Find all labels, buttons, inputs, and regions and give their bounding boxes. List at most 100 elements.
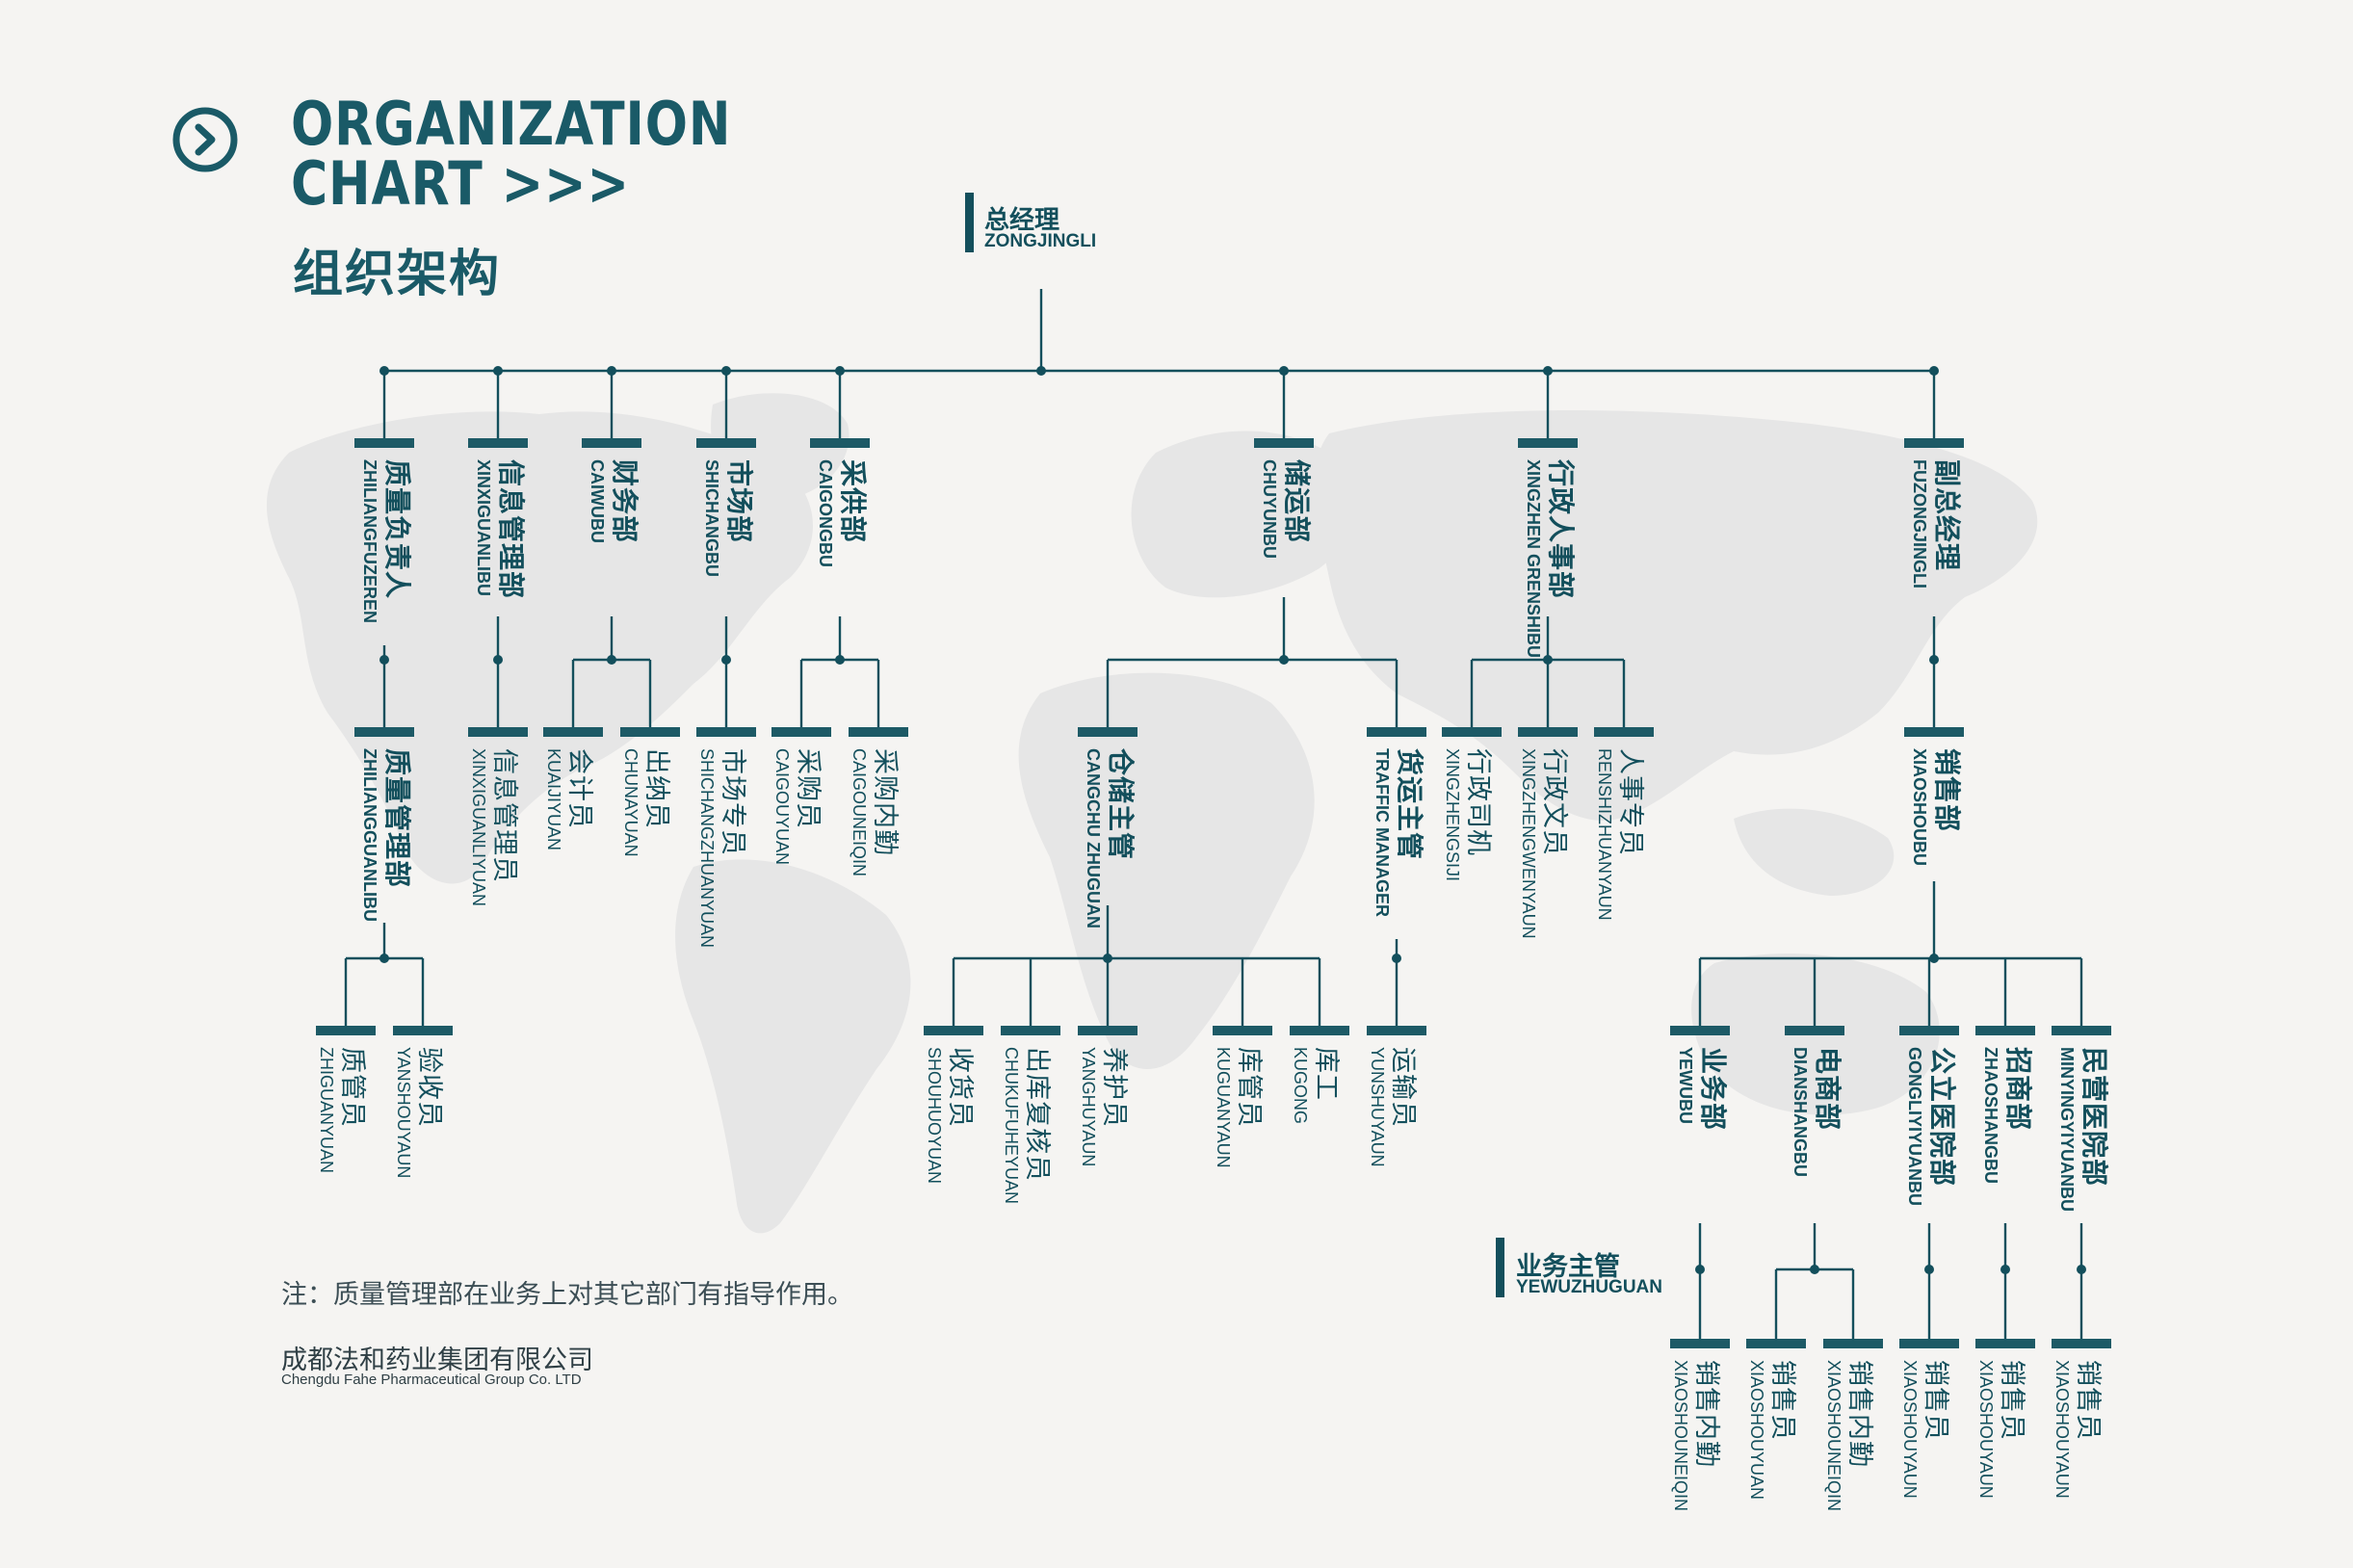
node-label: 养护员 YANGHUYAUN [1078, 1047, 1136, 1166]
node-label-en: XINXIGUANLIYUAN [469, 748, 488, 907]
south-america-shape [675, 859, 911, 1234]
greenland-shape [711, 393, 850, 501]
node-label-en: XINGZHENGWENYAUN [1519, 748, 1538, 939]
node-label-cn: 人事专员 [1616, 748, 1645, 856]
node-label-cn: 会计员 [565, 748, 594, 829]
node-bar [1078, 1026, 1137, 1035]
title-line-1: ORGANIZATION [291, 89, 732, 159]
node-bar [1442, 727, 1502, 737]
node-bar [1899, 1026, 1959, 1035]
node-bar [696, 727, 756, 737]
node-label-en: CAIWUBU [588, 459, 607, 543]
node-label: 库管员 KUGUANYAUN [1213, 1047, 1270, 1168]
node-label-cn: 销售内勤 [1845, 1360, 1874, 1468]
node-label-en: CHUYUNBU [1260, 459, 1279, 559]
title-line-2: CHART >>> [291, 148, 631, 219]
node-bar [2052, 1026, 2111, 1035]
node-label-cn: 行政人事部 [1546, 459, 1576, 600]
node-bar [582, 438, 641, 448]
node-label: 质量管理部 ZHILIANGGUANLIBU [359, 748, 418, 922]
node-label-en: CANGCHU ZHUGUAN [1084, 748, 1103, 928]
node-label: 信息管理部 XINXIGUANLIBU [473, 459, 532, 599]
node-label-cn: 招商部 [2003, 1047, 2033, 1132]
node-label-en: XINXIGUANLIBU [474, 459, 493, 597]
node-label-en: XIAOSHOUNEIQIN [1671, 1360, 1690, 1512]
node-label-cn: 仓储主管 [1106, 748, 1136, 861]
node-bar [1899, 1339, 1959, 1348]
node-bar [543, 727, 603, 737]
node-label-en: XINGZHEN GRENSHIBU [1524, 459, 1543, 659]
company-name-en: Chengdu Fahe Pharmaceutical Group Co. LT… [281, 1372, 582, 1388]
node-label-cn: 采购内勤 [871, 748, 900, 856]
node-label: 公立医院部 GONGLIYIYUANBU [1904, 1047, 1963, 1206]
node-label: 储运部 CHUYUNBU [1259, 459, 1318, 559]
node-label-en: TRAFFIC MANAGER [1373, 748, 1392, 917]
node-bar [1254, 438, 1314, 448]
node-label: 库工 KUGONG [1290, 1047, 1347, 1124]
node-label-cn: 库管员 [1235, 1047, 1264, 1128]
node-bar [1670, 1026, 1730, 1035]
node-bar [1594, 727, 1654, 737]
node-label-en: XIAOSHOUBU [1910, 748, 1929, 867]
node-label-en: XIAOSHOUYUAN [1747, 1360, 1766, 1501]
node-label: 采购员 CAIGOUYUAN [771, 748, 829, 865]
node-label: 信息管理员 XINXIGUANLIYUAN [468, 748, 526, 906]
node-label-en: ZHILIANGGUANLIBU [360, 748, 379, 922]
node-label: 收货员 SHOUHUOYUAN [924, 1047, 981, 1184]
southeast-asia-shape [1734, 808, 1895, 896]
yewuzhuguan-cn: 业务主管 [1516, 1252, 1620, 1281]
node-label-cn: 业务部 [1698, 1047, 1728, 1132]
node-bar [316, 1026, 376, 1035]
node-bar [771, 727, 831, 737]
node-label-cn: 收货员 [946, 1047, 975, 1128]
node-label-en: XIAOSHOUNEIQIN [1824, 1360, 1843, 1512]
node-label-cn: 销售员 [2074, 1360, 2103, 1441]
node-label: 货运主管 TRAFFIC MANAGER [1372, 748, 1430, 917]
node-label-cn: 销售部 [1932, 748, 1962, 833]
node-label-cn: 货运主管 [1395, 748, 1425, 861]
node-bar [1904, 438, 1964, 448]
node-label-en: GONGLIYIYUANBU [1905, 1047, 1924, 1207]
node-label: 采购内勤 CAIGOUNEIQIN [849, 748, 906, 876]
node-label: 副总经理 FUZONGJINGLI [1909, 459, 1968, 588]
node-bar [1213, 1026, 1272, 1035]
node-label-cn: 采购员 [794, 748, 823, 829]
node-bar [924, 1026, 983, 1035]
node-bar [696, 438, 756, 448]
node-label: 采供部 CAIGONGBU [815, 459, 874, 567]
node-bar [354, 438, 414, 448]
footnote: 注：质量管理部在业务上对其它部门有指导作用。 [281, 1280, 853, 1309]
node-label-cn: 行政司机 [1464, 748, 1493, 856]
node-label-cn: 采供部 [838, 459, 868, 544]
node-label-en: YUNSHUYAUN [1368, 1047, 1387, 1167]
node-label: 质量负责人 ZHILIANGFUZEREN [359, 459, 418, 623]
node-bar [1001, 1026, 1060, 1035]
node-label: 销售部 XIAOSHOUBU [1909, 748, 1968, 866]
node-bar [1904, 727, 1964, 737]
node-label: 电商部 DIANSHANGBU [1790, 1047, 1848, 1177]
node-label: 仓储主管 CANGCHU ZHUGUAN [1083, 748, 1141, 928]
node-label-cn: 公立医院部 [1927, 1047, 1957, 1188]
node-bar [1367, 727, 1426, 737]
node-label-cn: 市场部 [724, 459, 754, 544]
node-label-en: KUAIJIYUAN [544, 748, 563, 851]
node-label-en: DIANSHANGBU [1791, 1047, 1810, 1177]
node-bar [1975, 1026, 2035, 1035]
node-label-en: XIAOSHOUYAUN [2052, 1360, 2072, 1499]
node-label: 出纳员 CHUNAYUAN [620, 748, 678, 857]
node-label-en: KUGONG [1291, 1047, 1310, 1125]
node-bar [1078, 727, 1137, 737]
node-label-cn: 市场专员 [719, 748, 747, 856]
node-bar [849, 727, 908, 737]
asia-shape [1314, 410, 2038, 821]
node-label-en: CAIGONGBU [816, 459, 835, 567]
node-label-cn: 销售员 [1922, 1360, 1950, 1441]
node-label-cn: 行政文员 [1540, 748, 1569, 856]
node-label-cn: 销售内勤 [1692, 1360, 1721, 1468]
node-label-en: RENSHIZHUANYAUN [1595, 748, 1614, 921]
node-label: 销售内勤 XIAOSHOUNEIQIN [1670, 1360, 1728, 1511]
node-label-cn: 质量管理部 [382, 748, 412, 889]
north-america-shape [266, 411, 813, 884]
node-label-en: YANSHOUYAUN [394, 1047, 413, 1179]
company-name-cn: 成都法和药业集团有限公司 [281, 1346, 593, 1374]
